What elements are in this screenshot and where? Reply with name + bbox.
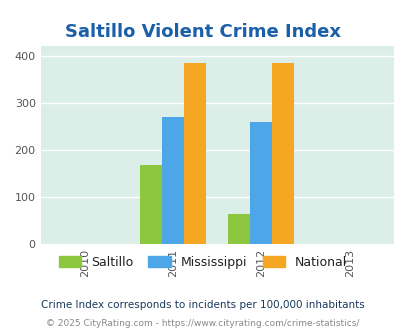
Bar (183, 63, 206, 244)
Bar (272, 63, 294, 244)
Text: © 2025 CityRating.com - https://www.cityrating.com/crime-statistics/: © 2025 CityRating.com - https://www.city… (46, 319, 359, 328)
Bar (250, 122, 272, 244)
Bar (140, 165, 162, 244)
Bar (162, 117, 183, 244)
Bar (228, 214, 250, 244)
Text: Crime Index corresponds to incidents per 100,000 inhabitants: Crime Index corresponds to incidents per… (41, 300, 364, 310)
Text: Saltillo Violent Crime Index: Saltillo Violent Crime Index (65, 23, 340, 41)
Legend: Saltillo, Mississippi, National: Saltillo, Mississippi, National (55, 252, 350, 273)
